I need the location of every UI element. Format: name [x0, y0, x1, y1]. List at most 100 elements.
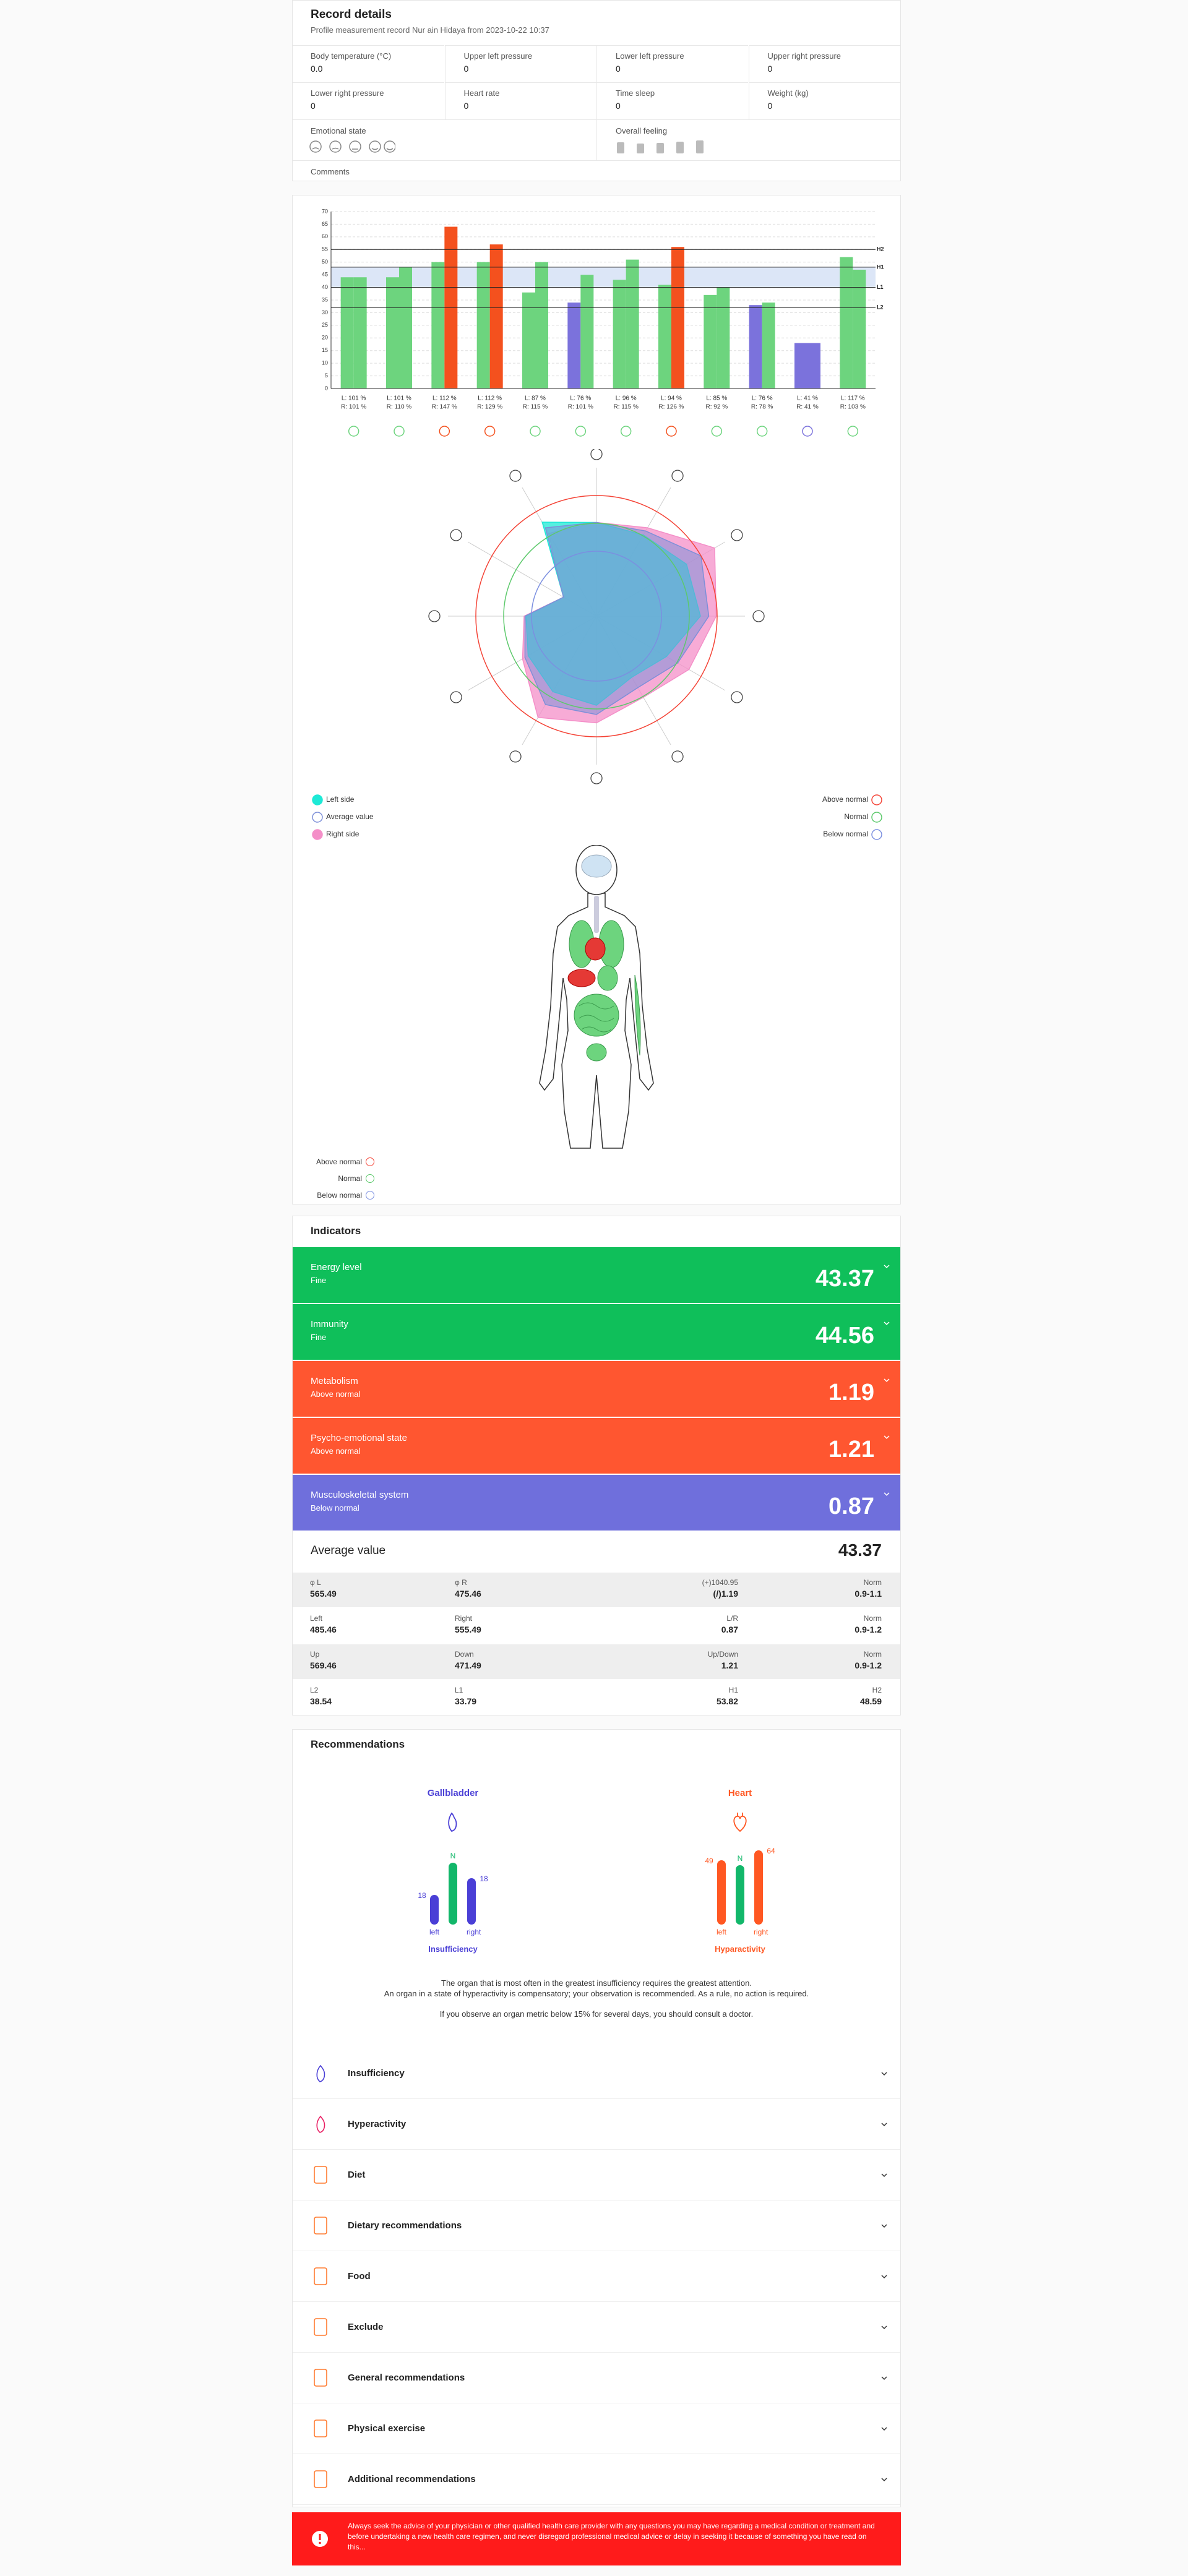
section-icon — [314, 2166, 327, 2184]
section-label: Food — [348, 2271, 371, 2282]
reference-label: L1 — [877, 284, 884, 290]
organ-icon — [394, 426, 405, 437]
warning-icon — [312, 2531, 328, 2547]
organ-icon — [847, 426, 859, 437]
level-bar — [449, 1863, 457, 1925]
cell-value: 485.46 — [310, 1625, 337, 1634]
level-value: 49 — [705, 1857, 713, 1865]
axis-icon — [752, 610, 765, 622]
side-label: right — [467, 1928, 481, 1936]
section-icon-shape — [314, 2217, 327, 2235]
legend-item: Below normal — [317, 1191, 374, 1200]
legend-marker — [871, 829, 882, 840]
y-tick-label: 35 — [322, 296, 328, 303]
intestine — [574, 994, 619, 1037]
subtitle: Profile measurement record Nur ain Hiday… — [311, 25, 549, 35]
axis-icon — [671, 470, 684, 482]
section-icon-shape — [314, 2318, 327, 2336]
x-tick-label: R: 126 % — [658, 404, 684, 411]
bar — [535, 262, 548, 389]
organ-icon — [802, 426, 813, 437]
reference-label: H1 — [877, 264, 884, 270]
cell-label: Right — [455, 1614, 473, 1623]
accordion-item[interactable]: Hyperactivity — [293, 2099, 900, 2150]
notes: The organ that is most often in the grea… — [293, 1977, 900, 2033]
table-cell: H2 48.59 — [860, 1686, 882, 1706]
table-row: Left 485.46 Right 555.49 L/R 0.87 Norm 0.9-1.2 — [293, 1608, 900, 1643]
section-icon — [314, 2318, 327, 2336]
bar — [399, 267, 412, 389]
organ-icon — [711, 426, 723, 437]
bar — [353, 277, 367, 389]
accordion-item[interactable]: Physical exercise — [293, 2403, 900, 2454]
legend-label: Right side — [326, 830, 359, 838]
chevron — [884, 1492, 890, 1496]
accordion-item[interactable]: Insufficiency — [293, 2048, 900, 2099]
ring — [503, 523, 690, 710]
section-label: Insufficiency — [348, 2068, 405, 2079]
bar — [794, 343, 807, 389]
axis-icon — [509, 470, 522, 482]
section-icon-shape — [314, 2267, 327, 2285]
chevron — [881, 2224, 887, 2228]
body-legend: Above normal Normal Below normal — [293, 1157, 379, 1201]
record-card: Record details Profile measurement recor… — [292, 0, 901, 181]
organ-icon — [575, 426, 587, 437]
table-cell: Up/Down 1.21 — [708, 1650, 738, 1670]
brain — [581, 854, 612, 878]
accordion-item[interactable]: General recommendations — [293, 2353, 900, 2403]
legend-label: Above normal — [822, 795, 868, 804]
section-label: Physical exercise — [348, 2423, 426, 2434]
bar — [386, 277, 399, 389]
indicator-row[interactable]: Psycho-emotional state Above normal 1.21 — [293, 1418, 900, 1474]
field-label: Upper right pressure — [767, 51, 842, 61]
chevron — [881, 2325, 887, 2330]
cell-value: 0.9-1.1 — [854, 1589, 882, 1599]
bar — [522, 292, 535, 389]
indicator-row[interactable]: Metabolism Above normal 1.19 — [293, 1361, 900, 1417]
cell-label: Left — [310, 1614, 323, 1623]
x-tick-label: R: 129 % — [477, 404, 502, 411]
section-icon — [316, 2115, 325, 2133]
accordion-item[interactable]: Diet — [293, 2150, 900, 2200]
axis-icon — [450, 691, 462, 703]
level-bar — [467, 1878, 476, 1925]
legend-label: Normal — [844, 812, 868, 821]
accordion-item[interactable]: Food — [293, 2251, 900, 2302]
indicator-row[interactable]: Immunity Fine 44.56 — [293, 1304, 900, 1360]
cell-label: φ L — [310, 1578, 321, 1587]
field-value: 0 — [616, 64, 621, 74]
level-value: 64 — [767, 1847, 775, 1855]
organ-icon — [666, 426, 677, 437]
feeling-icons[interactable] — [616, 139, 708, 155]
x-tick-label: R: 115 % — [523, 404, 548, 411]
indicator-row[interactable]: Musculoskeletal system Below normal 0.87 — [293, 1475, 900, 1531]
indicator-list: Energy level Fine 43.37 Immunity Fine 44.56 Me… — [293, 1247, 900, 1532]
section-icon — [314, 2419, 327, 2437]
level-value: 18 — [418, 1891, 426, 1900]
radar-chart: Left side Average value Right side Above no… — [312, 449, 882, 840]
chevron — [881, 2275, 887, 2279]
field-label: Body temperature (°C) — [311, 51, 392, 61]
accordion-item[interactable]: Additional recommendations — [293, 2454, 900, 2505]
accordion-item[interactable]: Dietary recommendations — [293, 2200, 900, 2251]
field-value: 0 — [767, 101, 773, 111]
emotion-icons[interactable] — [309, 139, 395, 155]
organ-name: Heart — [728, 1788, 752, 1798]
organ-icon-shape — [733, 1813, 747, 1832]
field: Weight (kg) 0 — [748, 82, 900, 119]
bar — [671, 247, 684, 389]
level-value: 18 — [480, 1874, 488, 1883]
section-title: Indicators — [311, 1225, 361, 1237]
organ-summary: Gallbladder 18 N 18 left right Insufficiency He… — [293, 1773, 900, 1959]
bar — [580, 275, 594, 389]
indicator-row[interactable]: Energy level Fine 43.37 — [293, 1247, 900, 1303]
indicators-card: Indicators Energy level Fine 43.37 Immunity… — [292, 1216, 901, 1715]
x-tick-label: R: 147 % — [432, 404, 457, 411]
indicator-status: Fine — [311, 1276, 327, 1285]
y-tick-label: 25 — [322, 322, 328, 328]
chevron — [884, 1321, 890, 1326]
chevron-line — [884, 1435, 890, 1440]
accordion-item[interactable]: Exclude — [293, 2302, 900, 2353]
legend-marker — [871, 794, 882, 805]
